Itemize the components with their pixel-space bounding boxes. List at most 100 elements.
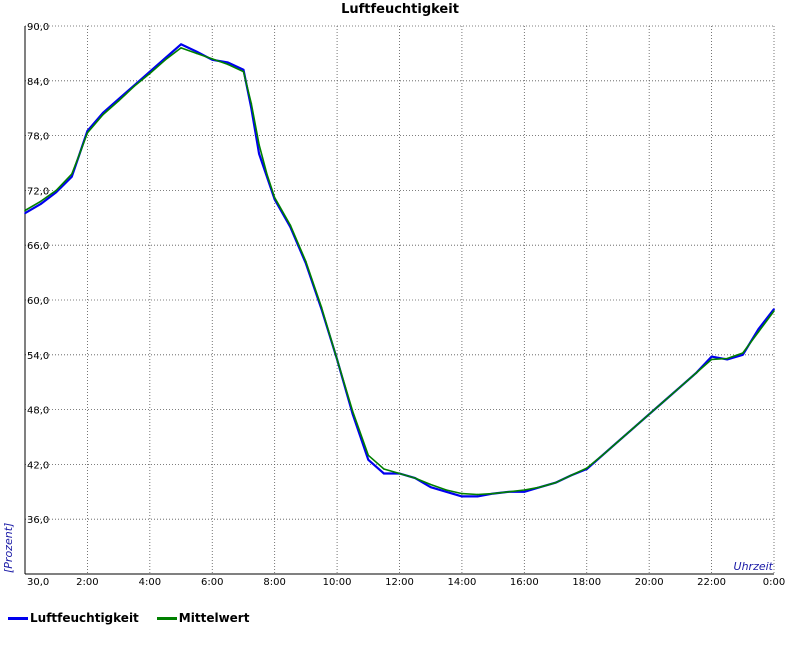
data-point <box>398 472 401 475</box>
y-tick-label: 60,0 <box>27 296 49 307</box>
data-point <box>492 492 494 495</box>
data-point <box>39 203 42 205</box>
data-point <box>429 483 432 486</box>
data-point <box>336 358 338 361</box>
humidity-line-chart: Luftfeuchtigkeit 30,0 36,0 42,0 48,0 54,0 60,… <box>2 2 785 588</box>
y-tick-label: 42,0 <box>27 460 49 471</box>
data-point <box>383 468 385 470</box>
data-point <box>539 486 541 489</box>
data-point <box>24 209 26 212</box>
x-tick-label: 6:00 <box>201 577 223 588</box>
data-point <box>24 212 26 214</box>
data-point <box>39 200 42 203</box>
data-point <box>757 331 760 333</box>
series-lines <box>24 43 775 498</box>
data-point <box>726 357 728 360</box>
data-point <box>507 491 510 493</box>
x-tick-label: 20:00 <box>635 577 664 588</box>
data-point <box>586 467 588 469</box>
data-point <box>523 489 526 491</box>
data-point <box>710 358 713 361</box>
legend-swatch-mittelwert <box>156 616 177 620</box>
x-tick-label: 16:00 <box>510 577 539 588</box>
data-point <box>523 491 526 493</box>
y-tick-label: 66,0 <box>27 241 49 252</box>
y-tick-label: 78,0 <box>27 132 49 143</box>
y-axis-ticks: 30,0 36,0 42,0 48,0 54,0 60,0 66,0 72,0 78,0 84,0… <box>27 22 49 588</box>
data-point <box>273 196 276 199</box>
y-tick-label: 48,0 <box>27 406 49 417</box>
x-tick-label: 10:00 <box>323 577 352 588</box>
legend-item-luftfeuchtigkeit: Luftfeuchtigkeit <box>8 611 139 625</box>
data-point <box>632 427 635 429</box>
data-point <box>476 495 479 498</box>
x-tick-label: 22:00 <box>697 577 726 588</box>
legend-label-luftfeuchtigkeit: Luftfeuchtigkeit <box>30 611 139 625</box>
data-point <box>367 454 370 457</box>
y-axis-label: [Prozent] <box>2 523 15 573</box>
data-point <box>258 153 260 155</box>
data-point <box>461 492 463 495</box>
legend-item-mittelwert: Mittelwert <box>156 611 249 625</box>
x-tick-label: 8:00 <box>263 577 285 588</box>
x-axis-ticks: 2:00 4:00 6:00 8:00 10:00 12:00 14:00 16:00 18:0… <box>76 577 785 588</box>
data-point <box>383 472 385 475</box>
data-point <box>117 100 120 102</box>
data-point <box>617 440 619 443</box>
data-point <box>351 410 354 413</box>
data-point <box>289 224 292 226</box>
y-tick-label: 54,0 <box>27 351 49 362</box>
data-point <box>164 57 167 59</box>
data-point <box>195 52 198 55</box>
data-point <box>679 386 682 388</box>
data-point <box>227 61 229 64</box>
data-point <box>305 260 307 263</box>
y-tick-label: 90,0 <box>27 22 49 33</box>
data-point <box>664 399 666 402</box>
data-point <box>55 191 57 193</box>
x-tick-label: 14:00 <box>448 577 477 588</box>
x-axis-label: Uhrzeit <box>734 560 774 573</box>
data-point <box>367 459 370 461</box>
data-point <box>320 306 323 309</box>
y-tick-label: 30,0 <box>27 577 49 588</box>
data-point <box>773 308 775 310</box>
data-point <box>266 173 268 175</box>
data-point <box>554 481 557 484</box>
data-point <box>742 352 744 354</box>
data-point <box>414 477 416 479</box>
legend-swatch-luftfeuchtigkeit <box>8 616 28 620</box>
data-point <box>648 413 650 416</box>
x-tick-label: 18:00 <box>572 577 601 588</box>
chart-title: Luftfeuchtigkeit <box>341 2 459 17</box>
data-point <box>55 189 57 192</box>
data-point <box>695 372 697 374</box>
data-point <box>180 47 182 49</box>
x-tick-label: 2:00 <box>76 577 98 588</box>
data-point <box>71 173 73 175</box>
data-point <box>570 474 572 477</box>
data-point <box>242 70 245 73</box>
x-tick-label: 0:00 <box>763 577 785 588</box>
data-point <box>164 59 167 61</box>
data-point <box>710 355 713 358</box>
y-tick-label: 36,0 <box>27 515 49 526</box>
data-point <box>227 63 229 66</box>
data-point <box>258 143 260 146</box>
data-point <box>757 328 760 331</box>
data-point <box>601 454 604 457</box>
y-tick-label: 84,0 <box>27 77 49 88</box>
data-point <box>86 132 89 134</box>
data-point <box>71 175 73 178</box>
grid-lines <box>25 25 774 574</box>
data-point <box>445 489 448 491</box>
data-point <box>180 43 182 46</box>
data-point <box>195 50 198 53</box>
data-point <box>133 85 135 88</box>
x-tick-label: 4:00 <box>139 577 161 588</box>
data-point <box>211 58 214 60</box>
data-point <box>102 113 104 116</box>
data-point <box>773 310 775 312</box>
x-tick-label: 12:00 <box>385 577 414 588</box>
data-point <box>445 491 448 493</box>
